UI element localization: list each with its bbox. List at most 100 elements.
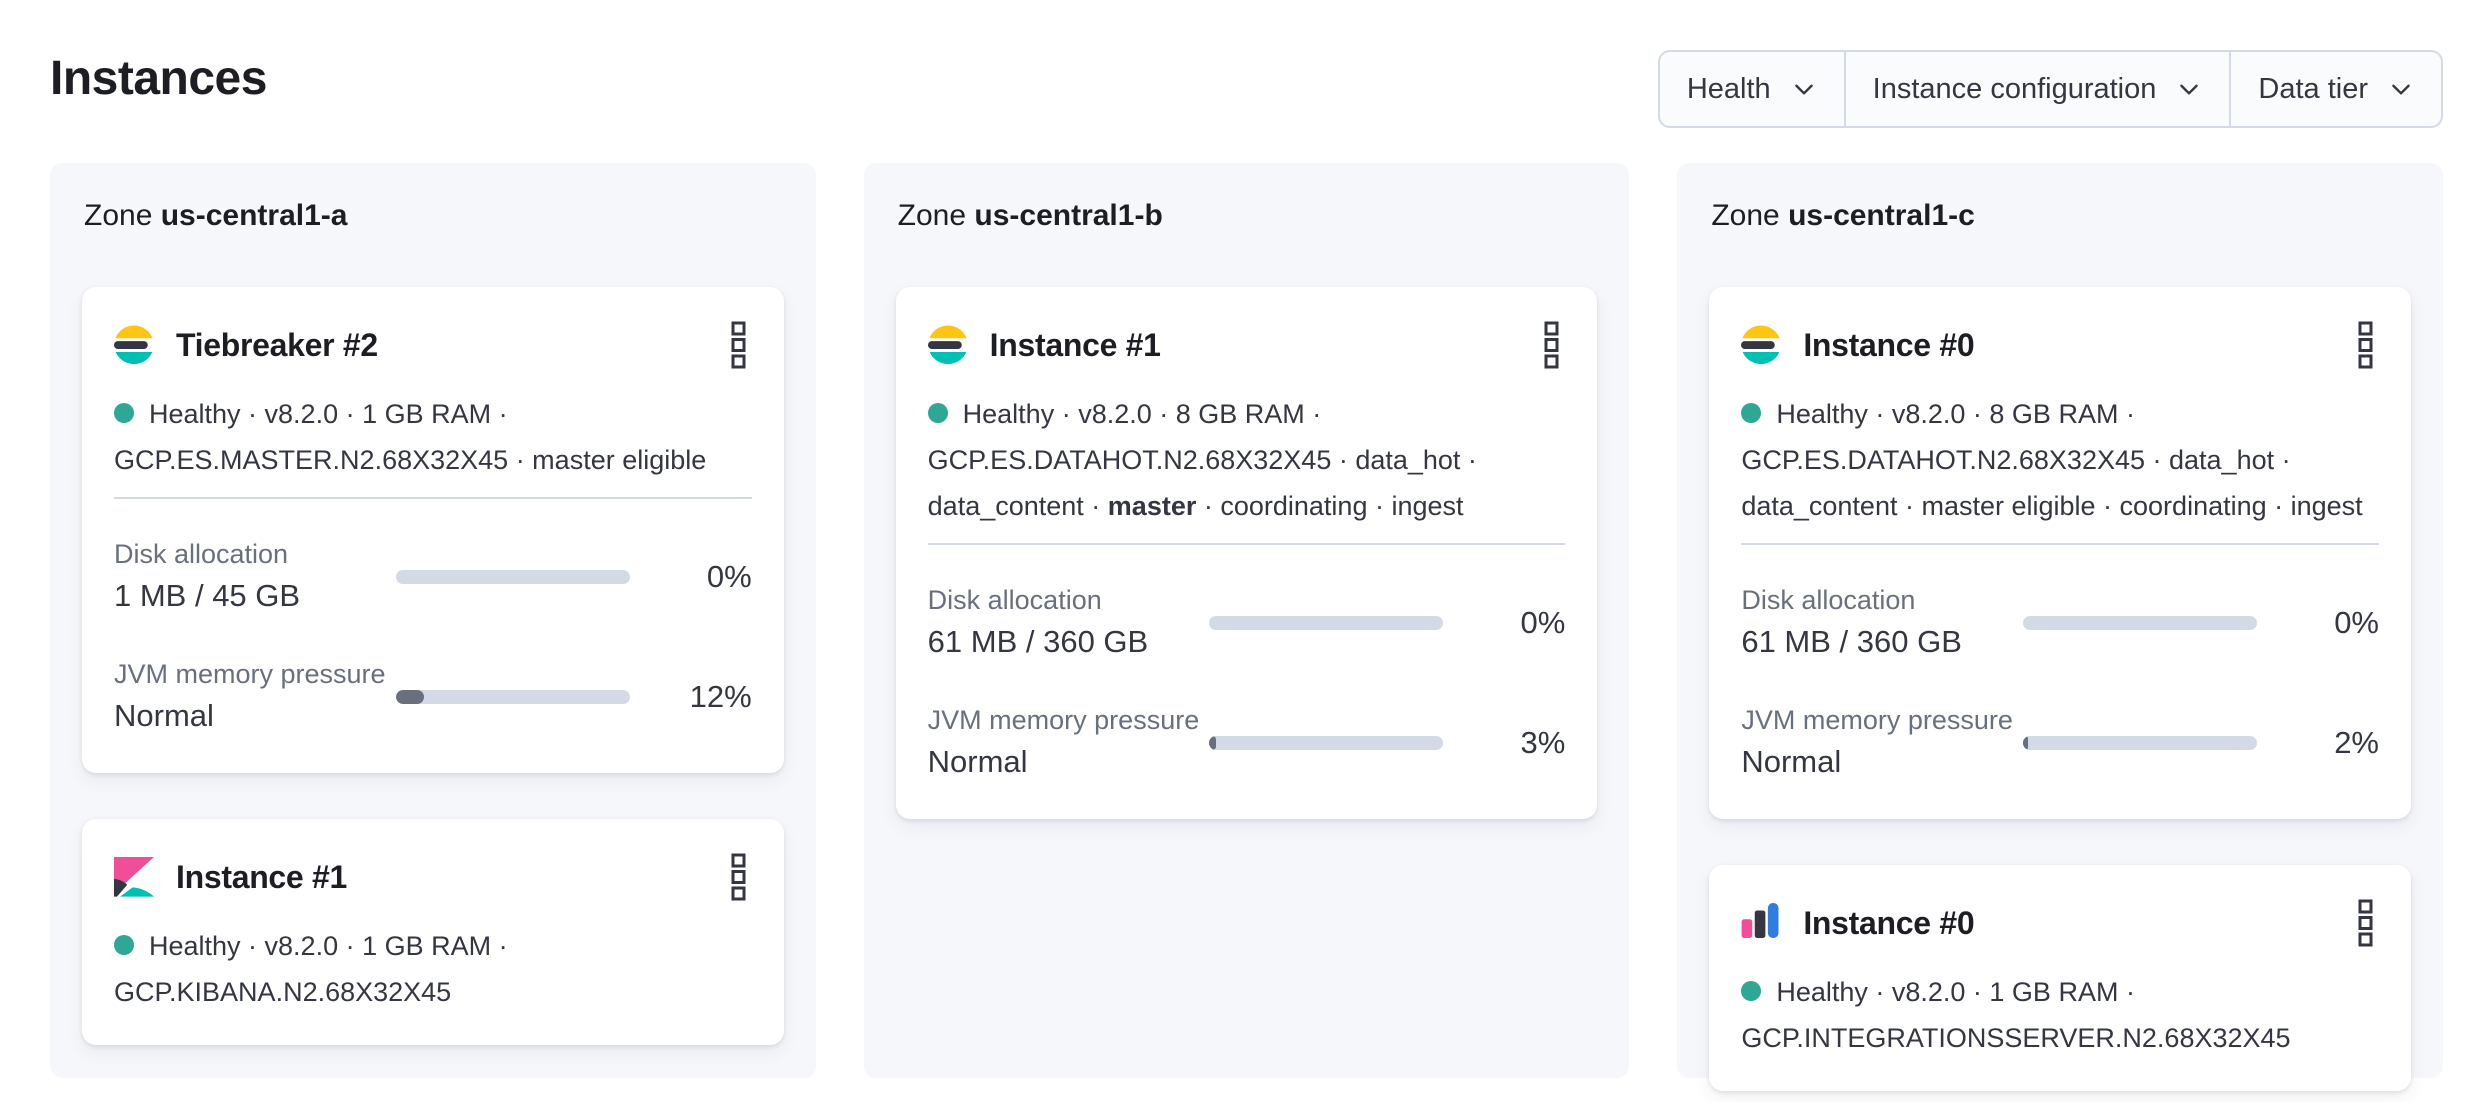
card-header: Instance #0 <box>1741 319 2379 371</box>
integrations-server-icon <box>1741 903 1779 938</box>
card-header: Instance #1 <box>114 851 752 903</box>
filter-button-instance-configuration[interactable]: Instance configuration <box>1846 52 2232 126</box>
kibana-icon <box>114 857 154 897</box>
instance-meta: Healthy · v8.2.0 · 8 GB RAM · GCP.ES.DATA… <box>1741 391 2379 529</box>
boxes-vertical-icon <box>731 321 746 369</box>
card-header: Instance #0 <box>1741 897 2379 949</box>
instance-menu-button[interactable] <box>2352 319 2379 371</box>
instance-meta-line: GCP.ES.DATAHOT.N2.68X32X45 · data_hot · <box>928 437 1566 483</box>
health-status-dot <box>927 403 948 423</box>
card-divider <box>1741 543 2379 545</box>
instance-title: Tiebreaker #2 <box>176 327 378 363</box>
meta-text: GCP.ES.DATAHOT.N2.68X32X45 · data_hot · <box>1741 445 2291 475</box>
page-title: Instances <box>50 52 267 105</box>
chevron-down-icon <box>1794 84 1813 95</box>
boxes-vertical-icon <box>731 853 746 901</box>
metric-row: JVM memory pressure Normal 2% <box>1741 701 2379 785</box>
elasticsearch-logo <box>114 325 154 365</box>
meta-text: Healthy · v8.2.0 · 1 GB RAM · <box>149 399 508 429</box>
filter-button-label: Data tier <box>2258 72 2368 105</box>
zone-name: us-central1-b <box>974 199 1163 232</box>
meta-text: Healthy · v8.2.0 · 1 GB RAM · <box>1776 977 2135 1007</box>
metric-row: Disk allocation 61 MB / 360 GB 0% <box>1741 581 2379 665</box>
zone-panel-us-central1-a: Zone us-central1-a Tiebreaker #2 Healthy… <box>50 163 816 1078</box>
progress-bar-fill <box>395 690 424 704</box>
metric-value: 61 MB / 360 GB <box>927 624 1149 659</box>
instance-title: Instance #1 <box>989 327 1161 363</box>
filter-button-data-tier[interactable]: Data tier <box>2231 52 2441 126</box>
boxes-vertical-icon <box>2358 321 2373 369</box>
instance-title: Instance #1 <box>176 859 348 895</box>
zone-label: Zone <box>84 199 153 232</box>
metric-label: Disk allocation <box>1741 585 1916 615</box>
filter-button-label: Instance configuration <box>1872 72 2157 105</box>
instance-meta-line: Healthy · v8.2.0 · 1 GB RAM · <box>114 391 752 437</box>
meta-text: Healthy · v8.2.0 · 8 GB RAM · <box>962 399 1322 429</box>
progress-bar <box>2023 736 2257 750</box>
progress-bar <box>395 690 630 704</box>
metric-value: 1 MB / 45 GB <box>114 578 301 613</box>
meta-text: GCP.KIBANA.N2.68X32X45 <box>114 977 452 1007</box>
meta-text: data_content · <box>927 491 1108 521</box>
instance-menu-button[interactable] <box>725 319 752 371</box>
zone-panel-us-central1-c: Zone us-central1-c Instance #0 Healthy ·… <box>1677 163 2443 1091</box>
metric-value: Normal <box>114 698 214 733</box>
instance-meta-line: data_content · master eligible · coordin… <box>1741 483 2379 529</box>
zone-header: Zone us-central1-c <box>1711 195 2411 237</box>
elasticsearch-icon <box>114 325 153 365</box>
instance-meta-line: GCP.ES.MASTER.N2.68X32X45 · master eligi… <box>114 437 752 483</box>
instance-meta-line: GCP.INTEGRATIONSSERVER.N2.68X32X45 <box>1741 1015 2379 1061</box>
zone-header: Zone us-central1-b <box>898 195 1598 237</box>
meta-text: master <box>1107 491 1197 521</box>
instance-meta-line: Healthy · v8.2.0 · 8 GB RAM · <box>1741 391 2379 437</box>
progress-bar-fill <box>2023 736 2028 750</box>
meta-text: Healthy · v8.2.0 · 1 GB RAM · <box>149 931 508 961</box>
zone-name: us-central1-c <box>1788 199 1975 232</box>
metric-label: JVM memory pressure <box>1741 705 2013 735</box>
instance-meta: Healthy · v8.2.0 · 8 GB RAM · GCP.ES.DATA… <box>927 391 1566 529</box>
metric-percent: 0% <box>2334 605 2379 640</box>
zone-panel-us-central1-b: Zone us-central1-b Instance #1 Healthy ·… <box>863 163 1630 1078</box>
meta-text: GCP.ES.DATAHOT.N2.68X32X45 · data_hot · <box>927 445 1477 475</box>
integrations-server-logo <box>1741 903 1781 943</box>
progress-bar <box>1209 616 1444 630</box>
zone-label: Zone <box>897 199 967 232</box>
instance-meta-line: GCP.KIBANA.N2.68X32X45 <box>114 969 752 1015</box>
chevron-down-icon <box>2392 84 2410 95</box>
card-metrics: Disk allocation 61 MB / 360 GB 0% JVM me… <box>928 581 1566 785</box>
metric-value: Normal <box>927 744 1028 779</box>
zone-name: us-central1-a <box>160 199 348 232</box>
filter-button-health[interactable]: Health <box>1660 52 1846 126</box>
metric-percent: 0% <box>1520 605 1566 640</box>
instance-menu-button[interactable] <box>1538 319 1565 371</box>
metric-value: Normal <box>1741 744 1842 779</box>
health-status-dot <box>1741 403 1762 423</box>
instance-card: Instance #0 Healthy · v8.2.0 · 8 GB RAM … <box>1709 287 2411 819</box>
zones-grid: Zone us-central1-a Tiebreaker #2 Healthy… <box>0 163 2490 1091</box>
metric-percent: 3% <box>1520 725 1566 760</box>
metric-label: Disk allocation <box>114 539 289 569</box>
elasticsearch-icon <box>1741 325 1780 365</box>
metric-label: Disk allocation <box>927 585 1102 615</box>
metric-row: Disk allocation 61 MB / 360 GB 0% <box>928 581 1566 665</box>
metric-row: JVM memory pressure Normal 3% <box>928 701 1566 785</box>
instance-meta: Healthy · v8.2.0 · 1 GB RAM · GCP.INTEGRA… <box>1741 969 2379 1061</box>
meta-text: GCP.ES.MASTER.N2.68X32X45 · master eligi… <box>114 445 707 475</box>
instance-card: Instance #1 Healthy · v8.2.0 · 1 GB RAM … <box>82 819 784 1045</box>
metric-value: 61 MB / 360 GB <box>1741 624 1962 659</box>
instance-meta: Healthy · v8.2.0 · 1 GB RAM · GCP.ES.MAST… <box>114 391 752 483</box>
boxes-vertical-icon <box>1544 321 1559 369</box>
metric-label: JVM memory pressure <box>927 705 1200 735</box>
metric-row: Disk allocation 1 MB / 45 GB 0% <box>114 535 752 619</box>
instance-card: Instance #0 Healthy · v8.2.0 · 1 GB RAM … <box>1709 865 2411 1091</box>
meta-text: GCP.INTEGRATIONSSERVER.N2.68X32X45 <box>1741 1023 2291 1053</box>
zone-cards: Tiebreaker #2 Healthy · v8.2.0 · 1 GB RA… <box>82 287 784 1045</box>
zone-header: Zone us-central1-a <box>84 195 784 237</box>
meta-text: Healthy · v8.2.0 · 8 GB RAM · <box>1776 399 2135 429</box>
health-status-dot <box>1741 981 1762 1001</box>
instance-menu-button[interactable] <box>725 851 752 903</box>
instance-menu-button[interactable] <box>2352 897 2379 949</box>
instance-meta-line: Healthy · v8.2.0 · 1 GB RAM · <box>114 923 752 969</box>
instance-meta-line: Healthy · v8.2.0 · 8 GB RAM · <box>927 391 1566 437</box>
zone-label: Zone <box>1711 199 1780 232</box>
